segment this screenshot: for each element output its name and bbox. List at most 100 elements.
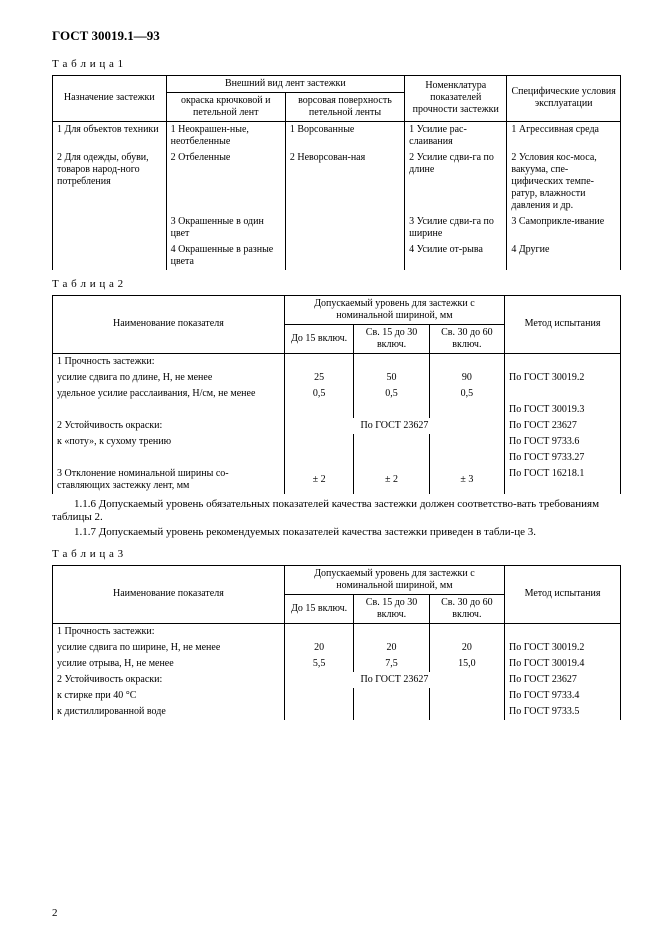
t1-cell: 2 Для одежды, обуви, товаров народ-ного …	[53, 150, 167, 214]
t2-cell: 1 Прочность застежки:	[53, 353, 285, 370]
t1-cell: 4 Окрашенные в разные цвета	[166, 242, 285, 270]
t2-cell: 0,5	[284, 386, 354, 402]
t2-cell	[284, 434, 354, 450]
t2-th-name: Наименование показателя	[53, 295, 285, 353]
t2-cell: 3 Отклонение номинальной ширины со-ставл…	[53, 466, 285, 494]
t3-cell: По ГОСТ 9733.4	[505, 688, 621, 704]
table1-caption: Т а б л и ц а 1	[52, 58, 621, 71]
clause-1-1-6: 1.1.6 Допускаемый уровень обязательных п…	[52, 498, 621, 524]
t3-th-method: Метод испытания	[505, 565, 621, 623]
t2-cell: По ГОСТ 9733.27	[505, 450, 621, 466]
t3-cell: 2 Устойчивость окраски:	[53, 672, 285, 688]
t3-cell: По ГОСТ 30019.4	[505, 656, 621, 672]
t2-th-w2: Св. 15 до 30 включ.	[354, 324, 429, 353]
table1: Назначение застежки Внешний вид лент зас…	[52, 75, 621, 270]
t3-cell: По ГОСТ 30019.2	[505, 640, 621, 656]
t3-cell: 20	[354, 640, 429, 656]
t2-cell	[354, 434, 429, 450]
t3-cell: 20	[284, 640, 354, 656]
body-paragraphs: 1.1.6 Допускаемый уровень обязательных п…	[52, 498, 621, 540]
standard-page: ГОСТ 30019.1—93 Т а б л и ц а 1 Назначен…	[0, 0, 661, 936]
t2-cell: По ГОСТ 16218.1	[505, 466, 621, 494]
table2: Наименование показателя Допускаемый уров…	[52, 295, 621, 494]
table2-caption: Т а б л и ц а 2	[52, 278, 621, 291]
t1-cell: 2 Отбеленные	[166, 150, 285, 214]
page-number: 2	[52, 907, 58, 920]
t2-cell: 2 Устойчивость окраски:	[53, 418, 285, 434]
t3-cell: 15,0	[429, 656, 504, 672]
t3-cell: По ГОСТ 23627	[284, 672, 504, 688]
t2-cell	[354, 450, 429, 466]
t1-cell: 3 Усилие сдви-га по ширине	[405, 214, 507, 242]
t3-cell	[284, 688, 354, 704]
t2-cell: 0,5	[354, 386, 429, 402]
t2-cell	[505, 353, 621, 370]
t3-cell: 1 Прочность застежки:	[53, 623, 285, 640]
t2-th-w1: До 15 включ.	[284, 324, 354, 353]
t2-cell	[53, 450, 285, 466]
t2-cell	[429, 434, 504, 450]
t2-th-level: Допускаемый уровень для застежки с номин…	[284, 295, 504, 324]
t3-th-level: Допускаемый уровень для застежки с номин…	[284, 565, 504, 594]
t2-cell: к «поту», к сухому трению	[53, 434, 285, 450]
t3-cell: 7,5	[354, 656, 429, 672]
t2-cell: 90	[429, 370, 504, 386]
t3-cell	[284, 704, 354, 720]
t2-cell	[53, 402, 285, 418]
clause-1-1-7: 1.1.7 Допускаемый уровень рекомендуемых …	[52, 526, 621, 539]
t3-th-w3: Св. 30 до 60 включ.	[429, 594, 504, 623]
t1-th-nom: Номенклатура показателей прочности засте…	[405, 75, 507, 121]
t2-cell	[429, 402, 504, 418]
t1-cell: 1 Для объектов техники	[53, 121, 167, 150]
t3-cell	[429, 704, 504, 720]
t1-cell	[285, 214, 404, 242]
t2-cell: усилие сдвига по длине, Н, не менее	[53, 370, 285, 386]
t2-th-w3: Св. 30 до 60 включ.	[429, 324, 504, 353]
t1-th-appearance: Внешний вид лент застежки	[166, 75, 405, 92]
t1-cell: 3 Самоприкле-ивание	[507, 214, 621, 242]
t3-cell: усилие отрыва, Н, не менее	[53, 656, 285, 672]
t2-cell: ± 2	[354, 466, 429, 494]
t2-cell: ± 2	[284, 466, 354, 494]
t1-cell: 2 Усилие сдви-га по длине	[405, 150, 507, 214]
t2-cell	[505, 386, 621, 402]
t1-cell: 1 Агрессивная среда	[507, 121, 621, 150]
t2-cell: По ГОСТ 23627	[284, 418, 504, 434]
t1-th-purpose: Назначение застежки	[53, 75, 167, 121]
t1-th-hook: окраска крючковой и петельной лент	[166, 92, 285, 121]
t3-cell	[354, 623, 429, 640]
t1-cell: 1 Ворсованные	[285, 121, 404, 150]
t2-cell	[284, 450, 354, 466]
t2-cell	[284, 353, 354, 370]
t2-cell: ± 3	[429, 466, 504, 494]
t1-cell: 4 Другие	[507, 242, 621, 270]
t1-cell: 3 Окрашенные в один цвет	[166, 214, 285, 242]
t2-cell	[354, 402, 429, 418]
t2-th-method: Метод испытания	[505, 295, 621, 353]
t2-cell: 0,5	[429, 386, 504, 402]
t3-cell	[429, 688, 504, 704]
t2-cell: По ГОСТ 9733.6	[505, 434, 621, 450]
t3-th-w2: Св. 15 до 30 включ.	[354, 594, 429, 623]
t2-cell	[429, 450, 504, 466]
t3-cell	[505, 623, 621, 640]
t1-th-pile: ворсовая поверхность петельной ленты	[285, 92, 404, 121]
t1-cell: 1 Усилие рас-слаивания	[405, 121, 507, 150]
t2-cell	[354, 353, 429, 370]
t2-cell	[429, 353, 504, 370]
t3-th-name: Наименование показателя	[53, 565, 285, 623]
t3-cell: 20	[429, 640, 504, 656]
t2-cell: По ГОСТ 30019.3	[505, 402, 621, 418]
t1-th-cond: Специфические условия эксплуатации	[507, 75, 621, 121]
t2-cell: По ГОСТ 30019.2	[505, 370, 621, 386]
t2-cell	[284, 402, 354, 418]
t3-cell	[354, 704, 429, 720]
t3-cell: к стирке при 40 °С	[53, 688, 285, 704]
t3-cell: 5,5	[284, 656, 354, 672]
t3-cell: По ГОСТ 9733.5	[505, 704, 621, 720]
t1-cell: 1 Неокрашен-ные, неотбеленные	[166, 121, 285, 150]
t3-th-w1: До 15 включ.	[284, 594, 354, 623]
document-header: ГОСТ 30019.1—93	[52, 28, 621, 44]
t3-cell	[284, 623, 354, 640]
t1-cell	[53, 214, 167, 242]
